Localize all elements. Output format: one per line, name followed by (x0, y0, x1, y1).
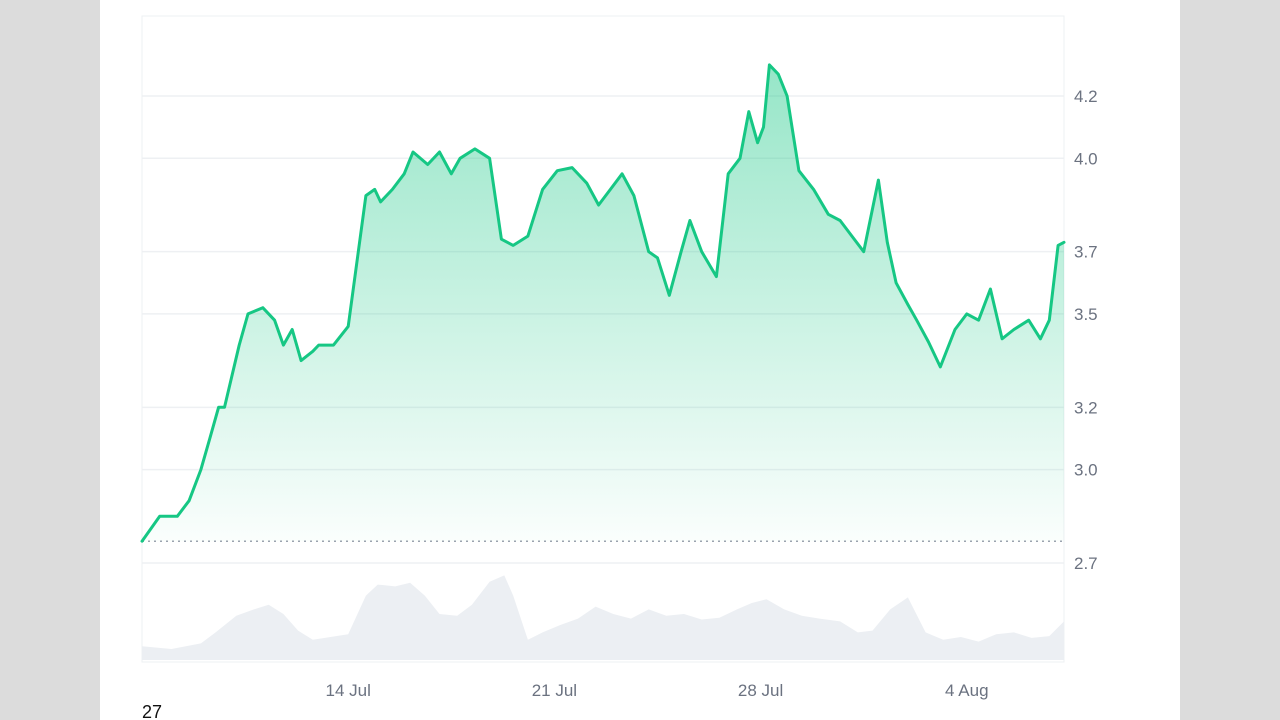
y-tick-label: 4.0 (1074, 149, 1098, 168)
x-tick-label: 21 Jul (532, 681, 577, 700)
volume-fill (142, 575, 1064, 660)
y-tick-label: 3.7 (1074, 243, 1098, 262)
x-tick-label: 28 Jul (738, 681, 783, 700)
y-tick-label: 3.0 (1074, 461, 1098, 480)
x-axis-ticks: 14 Jul 21 Jul 28 Jul 4 Aug (326, 681, 989, 700)
y-tick-label: 3.2 (1074, 398, 1098, 417)
y-tick-label: 2.7 (1074, 554, 1098, 573)
y-axis-ticks: 4.2 4.0 3.7 3.5 3.2 3.0 2.7 (1074, 87, 1098, 573)
price-area-fill (142, 64, 1064, 542)
y-tick-label: 3.5 (1074, 305, 1098, 324)
price-line (140, 63, 1066, 543)
x-tick-label: 14 Jul (326, 681, 371, 700)
chart-panel: 4.2 4.0 3.7 3.5 3.2 3.0 2.7 14 Jul 21 Jul 28 Jul… (100, 0, 1180, 720)
price-chart: 4.2 4.0 3.7 3.5 3.2 3.0 2.7 14 Jul 21 Jul 28 Jul… (140, 15, 1098, 720)
corner-label: 27 (142, 702, 162, 720)
price-series (140, 63, 1066, 543)
y-tick-label: 4.2 (1074, 87, 1098, 106)
volume-area (142, 575, 1064, 660)
x-tick-label: 4 Aug (945, 681, 989, 700)
